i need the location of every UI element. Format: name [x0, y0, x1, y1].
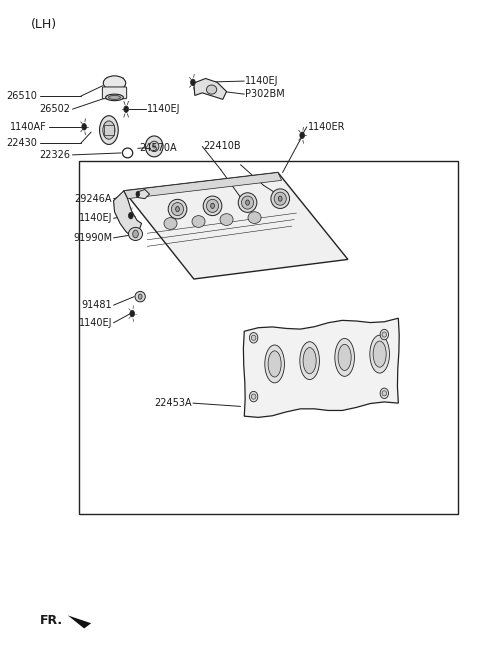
- Text: 22326: 22326: [39, 150, 70, 160]
- Ellipse shape: [108, 96, 120, 99]
- Bar: [104, 125, 114, 135]
- Text: 91990M: 91990M: [73, 233, 112, 243]
- Ellipse shape: [335, 338, 354, 377]
- Ellipse shape: [382, 391, 387, 396]
- Ellipse shape: [303, 348, 316, 374]
- Circle shape: [211, 203, 215, 209]
- Ellipse shape: [168, 199, 187, 219]
- Text: 1140ER: 1140ER: [308, 122, 346, 132]
- Circle shape: [138, 294, 142, 299]
- Ellipse shape: [338, 344, 351, 371]
- Ellipse shape: [300, 342, 319, 380]
- Circle shape: [153, 144, 156, 148]
- Circle shape: [124, 106, 129, 112]
- Text: 22430: 22430: [7, 138, 37, 148]
- Text: 22410B: 22410B: [203, 142, 241, 152]
- Ellipse shape: [380, 329, 388, 340]
- Circle shape: [300, 132, 304, 138]
- Ellipse shape: [106, 94, 123, 100]
- Ellipse shape: [271, 189, 289, 209]
- Text: 1140AF: 1140AF: [10, 122, 47, 132]
- Ellipse shape: [129, 228, 143, 241]
- Polygon shape: [243, 318, 399, 417]
- Text: P302BM: P302BM: [245, 89, 285, 99]
- Text: 29246A: 29246A: [75, 194, 112, 203]
- Ellipse shape: [238, 193, 257, 213]
- Text: (LH): (LH): [30, 18, 57, 31]
- Ellipse shape: [373, 341, 386, 367]
- Circle shape: [129, 213, 133, 219]
- Text: 24570A: 24570A: [139, 144, 177, 154]
- Ellipse shape: [250, 333, 258, 343]
- Ellipse shape: [149, 141, 159, 152]
- Ellipse shape: [370, 335, 389, 373]
- Circle shape: [176, 207, 180, 212]
- Ellipse shape: [164, 218, 177, 230]
- Polygon shape: [194, 79, 227, 99]
- Ellipse shape: [103, 121, 115, 139]
- Polygon shape: [124, 173, 348, 279]
- Ellipse shape: [135, 291, 145, 302]
- Ellipse shape: [265, 345, 285, 383]
- Ellipse shape: [220, 214, 233, 226]
- Polygon shape: [114, 191, 142, 237]
- Circle shape: [82, 123, 86, 130]
- Text: 1140EJ: 1140EJ: [147, 104, 180, 114]
- Ellipse shape: [380, 388, 388, 399]
- Ellipse shape: [99, 115, 118, 144]
- Ellipse shape: [203, 196, 222, 216]
- Circle shape: [191, 79, 195, 86]
- Ellipse shape: [251, 394, 256, 400]
- Circle shape: [278, 196, 282, 201]
- Text: 1140EJ: 1140EJ: [79, 213, 112, 223]
- FancyBboxPatch shape: [102, 87, 127, 98]
- Circle shape: [132, 230, 138, 238]
- Text: 22453A: 22453A: [154, 398, 192, 408]
- Ellipse shape: [241, 196, 253, 209]
- Text: 1140EJ: 1140EJ: [245, 76, 279, 86]
- Ellipse shape: [250, 392, 258, 402]
- Ellipse shape: [268, 351, 281, 377]
- Ellipse shape: [206, 199, 218, 213]
- Text: FR.: FR.: [40, 614, 63, 627]
- Ellipse shape: [251, 335, 256, 340]
- Text: 26502: 26502: [39, 104, 70, 114]
- Bar: [80, 161, 457, 514]
- Ellipse shape: [171, 203, 183, 216]
- Ellipse shape: [274, 192, 286, 205]
- Ellipse shape: [248, 212, 261, 224]
- Polygon shape: [68, 615, 91, 628]
- Text: 1140EJ: 1140EJ: [79, 318, 112, 328]
- Ellipse shape: [103, 76, 126, 91]
- Circle shape: [246, 200, 250, 205]
- Ellipse shape: [206, 85, 217, 94]
- Ellipse shape: [382, 332, 387, 337]
- Ellipse shape: [192, 216, 205, 228]
- Text: 91481: 91481: [82, 300, 112, 310]
- Circle shape: [136, 192, 140, 197]
- Text: 26510: 26510: [7, 91, 37, 101]
- Circle shape: [130, 310, 134, 317]
- Polygon shape: [137, 190, 149, 199]
- Polygon shape: [124, 173, 282, 199]
- Ellipse shape: [145, 136, 163, 157]
